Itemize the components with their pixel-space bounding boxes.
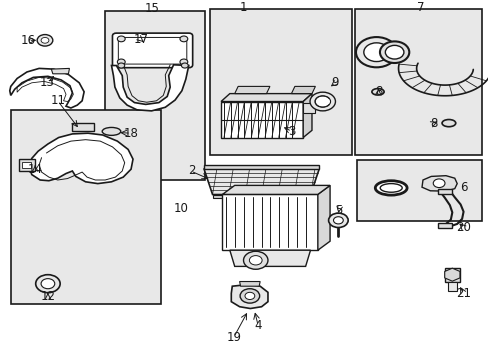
Polygon shape bbox=[231, 284, 267, 309]
Polygon shape bbox=[19, 159, 35, 171]
Circle shape bbox=[432, 179, 444, 188]
Polygon shape bbox=[221, 102, 303, 138]
Text: 9: 9 bbox=[331, 76, 339, 89]
Circle shape bbox=[314, 96, 330, 107]
Polygon shape bbox=[203, 165, 319, 168]
Circle shape bbox=[309, 92, 335, 111]
Bar bbox=[105, 11, 205, 180]
Polygon shape bbox=[51, 68, 69, 74]
Polygon shape bbox=[444, 268, 459, 282]
Text: 10: 10 bbox=[173, 202, 188, 215]
Bar bbox=[356, 160, 481, 221]
Text: 5: 5 bbox=[334, 204, 342, 217]
Polygon shape bbox=[291, 86, 315, 94]
Circle shape bbox=[41, 37, 49, 43]
Text: 8: 8 bbox=[374, 85, 382, 98]
Circle shape bbox=[363, 43, 388, 62]
Circle shape bbox=[181, 63, 188, 68]
Text: 1: 1 bbox=[239, 1, 247, 14]
Circle shape bbox=[240, 289, 259, 303]
Ellipse shape bbox=[441, 120, 455, 127]
Text: 18: 18 bbox=[123, 127, 138, 140]
Polygon shape bbox=[222, 194, 317, 250]
Text: 21: 21 bbox=[455, 287, 470, 300]
Circle shape bbox=[243, 251, 267, 269]
Text: 17: 17 bbox=[133, 33, 148, 46]
Text: 20: 20 bbox=[455, 221, 470, 234]
Polygon shape bbox=[10, 68, 84, 108]
Polygon shape bbox=[203, 168, 319, 194]
Polygon shape bbox=[421, 176, 456, 191]
Circle shape bbox=[244, 292, 254, 300]
Circle shape bbox=[117, 59, 125, 65]
Polygon shape bbox=[221, 94, 311, 102]
Polygon shape bbox=[222, 185, 329, 194]
Polygon shape bbox=[239, 282, 260, 286]
Circle shape bbox=[36, 275, 60, 293]
Ellipse shape bbox=[102, 127, 121, 135]
Bar bbox=[22, 162, 31, 168]
Bar bbox=[11, 110, 161, 304]
Polygon shape bbox=[303, 103, 315, 113]
Polygon shape bbox=[29, 133, 133, 184]
Text: 4: 4 bbox=[254, 319, 262, 332]
Circle shape bbox=[249, 256, 262, 265]
Circle shape bbox=[37, 35, 53, 46]
Ellipse shape bbox=[379, 41, 408, 63]
Circle shape bbox=[355, 37, 396, 67]
Text: 3: 3 bbox=[287, 125, 295, 138]
Ellipse shape bbox=[385, 45, 403, 59]
Ellipse shape bbox=[375, 181, 406, 195]
Text: 15: 15 bbox=[145, 3, 160, 15]
Circle shape bbox=[118, 63, 124, 68]
Polygon shape bbox=[234, 86, 269, 94]
Bar bbox=[437, 223, 451, 228]
Text: 8: 8 bbox=[429, 117, 437, 130]
FancyBboxPatch shape bbox=[112, 33, 192, 68]
Text: 13: 13 bbox=[40, 76, 55, 89]
Text: 16: 16 bbox=[21, 34, 36, 47]
Circle shape bbox=[117, 36, 125, 42]
Polygon shape bbox=[317, 185, 329, 250]
Text: 19: 19 bbox=[226, 331, 241, 344]
Circle shape bbox=[180, 36, 187, 42]
Polygon shape bbox=[229, 250, 310, 266]
Text: 11: 11 bbox=[50, 94, 65, 107]
Circle shape bbox=[41, 279, 55, 289]
Text: 14: 14 bbox=[28, 163, 42, 176]
Circle shape bbox=[333, 217, 343, 224]
Bar bbox=[210, 9, 351, 155]
Bar bbox=[437, 189, 451, 194]
Text: 7: 7 bbox=[416, 1, 424, 14]
Text: 2: 2 bbox=[188, 165, 196, 177]
Polygon shape bbox=[212, 194, 310, 198]
Circle shape bbox=[328, 213, 347, 228]
Bar bbox=[354, 9, 481, 155]
Polygon shape bbox=[111, 65, 188, 111]
Bar bbox=[72, 123, 94, 131]
Ellipse shape bbox=[371, 89, 384, 95]
Polygon shape bbox=[444, 268, 459, 281]
Polygon shape bbox=[303, 94, 311, 138]
Text: 12: 12 bbox=[41, 291, 55, 303]
Circle shape bbox=[180, 59, 187, 65]
Bar bbox=[447, 282, 456, 291]
FancyBboxPatch shape bbox=[118, 37, 186, 64]
Text: 6: 6 bbox=[459, 181, 467, 194]
Ellipse shape bbox=[380, 184, 401, 192]
